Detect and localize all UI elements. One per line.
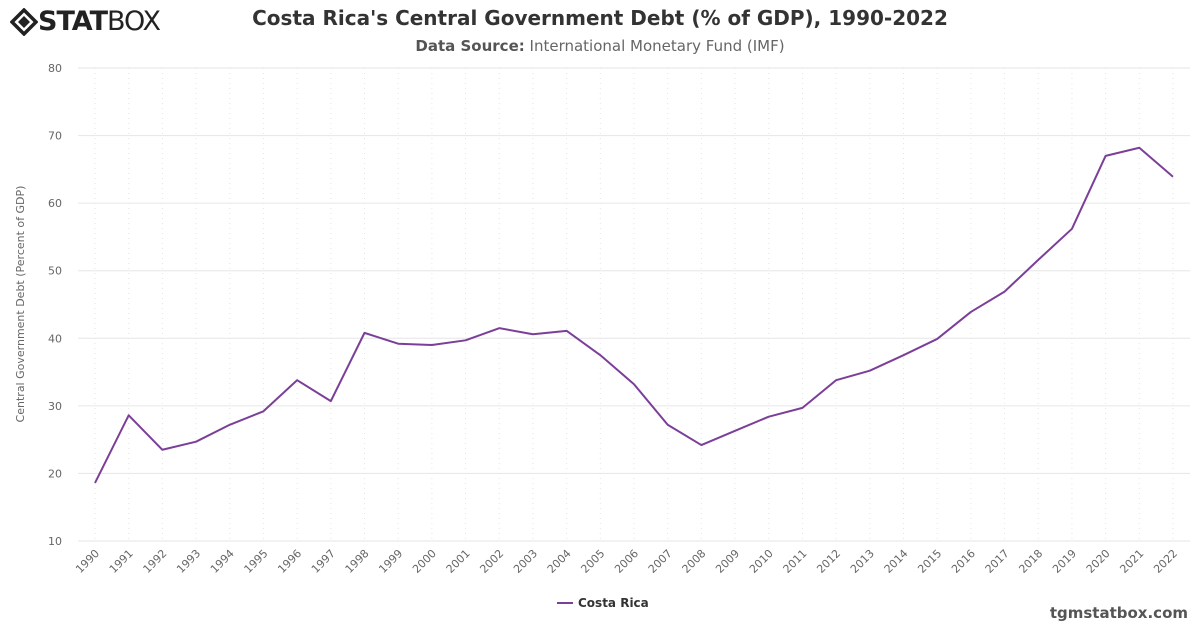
x-tick-label: 2021 — [1117, 547, 1146, 576]
x-tick-label: 2014 — [882, 547, 911, 576]
y-tick-label: 30 — [48, 400, 62, 413]
statbox-logo: STAT BOX — [10, 6, 161, 37]
x-tick-label: 2017 — [983, 547, 1012, 576]
x-tick-label: 2009 — [713, 547, 742, 576]
x-tick-label: 1996 — [275, 547, 304, 576]
x-tick-label: 2020 — [1084, 547, 1113, 576]
x-tick-label: 2013 — [848, 547, 877, 576]
x-tick-label: 1998 — [343, 547, 372, 576]
x-tick-label: 1992 — [141, 547, 170, 576]
x-tick-label: 1994 — [208, 547, 237, 576]
x-tick-label: 2001 — [444, 547, 473, 576]
x-tick-label: 2016 — [949, 547, 978, 576]
x-tick-label: 1991 — [107, 547, 136, 576]
y-axis-label: Central Government Debt (Percent of GDP) — [14, 186, 27, 423]
x-tick-label: 2018 — [1016, 547, 1045, 576]
diamond-logo-icon — [10, 7, 38, 36]
legend[interactable]: Costa Rica — [557, 596, 649, 610]
x-tick-label: 2008 — [680, 547, 709, 576]
subtitle-value: International Monetary Fund (IMF) — [529, 37, 785, 55]
x-tick-label: 1993 — [174, 547, 203, 576]
x-tick-label: 1995 — [242, 547, 271, 576]
series-line-costa-rica — [94, 146, 1174, 484]
x-tick-label: 2007 — [646, 547, 675, 576]
x-tick-label: 2015 — [915, 547, 944, 576]
x-tick-label: 2002 — [477, 547, 506, 576]
x-tick-label: 2003 — [511, 547, 540, 576]
x-tick-label: 2019 — [1050, 547, 1079, 576]
subtitle-label: Data Source: — [415, 37, 525, 55]
logo-text-bold: STAT — [38, 6, 108, 37]
x-tick-label: 1990 — [73, 547, 102, 576]
chart-title: Costa Rica's Central Government Debt (% … — [252, 6, 948, 30]
y-tick-label: 70 — [48, 130, 62, 143]
x-tick-label: 1999 — [376, 547, 405, 576]
y-tick-label: 80 — [48, 62, 62, 75]
chart-subtitle: Data Source: International Monetary Fund… — [0, 37, 1200, 55]
x-tick-label: 2005 — [578, 547, 607, 576]
y-tick-label: 50 — [48, 265, 62, 278]
x-tick-label: 2011 — [781, 547, 810, 576]
legend-label: Costa Rica — [578, 596, 649, 610]
x-tick-label: 2004 — [545, 547, 574, 576]
x-tick-label: 1997 — [309, 547, 338, 576]
x-tick-label: 2006 — [612, 547, 641, 576]
y-tick-label: 10 — [48, 535, 62, 548]
x-tick-label: 2012 — [814, 547, 843, 576]
x-tick-label: 2010 — [747, 547, 776, 576]
y-tick-label: 40 — [48, 332, 62, 345]
logo-text-light: BOX — [106, 6, 161, 37]
site-credit: tgmstatbox.com — [1049, 604, 1188, 622]
y-tick-label: 20 — [48, 467, 62, 480]
x-tick-label: 2000 — [410, 547, 439, 576]
x-tick-label: 2022 — [1151, 547, 1180, 576]
y-tick-label: 60 — [48, 197, 62, 210]
